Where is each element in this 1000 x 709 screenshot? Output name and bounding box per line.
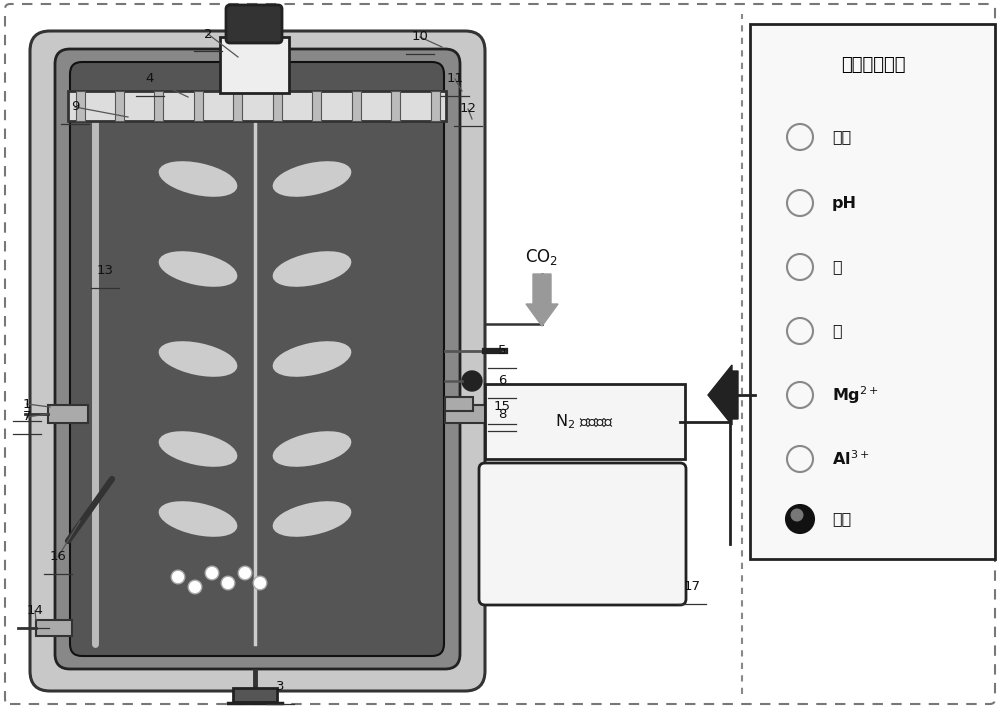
Circle shape <box>221 576 235 590</box>
Bar <box>312 91 321 121</box>
Text: 17: 17 <box>684 581 700 593</box>
Ellipse shape <box>274 502 350 536</box>
Bar <box>194 91 203 121</box>
Text: 15: 15 <box>493 401 510 413</box>
Circle shape <box>205 566 219 580</box>
Bar <box>233 688 277 702</box>
Circle shape <box>171 570 185 584</box>
Bar <box>233 91 242 121</box>
Ellipse shape <box>274 162 350 196</box>
Ellipse shape <box>274 342 350 376</box>
Text: N$_2$ 和氨蒸汽: N$_2$ 和氨蒸汽 <box>555 412 615 431</box>
Text: 碱: 碱 <box>832 323 842 338</box>
Text: 13: 13 <box>96 264 114 277</box>
Text: 7: 7 <box>23 411 31 423</box>
Text: 4: 4 <box>146 72 154 86</box>
Text: 1: 1 <box>23 398 31 411</box>
Bar <box>36 620 72 636</box>
FancyBboxPatch shape <box>226 5 282 43</box>
Ellipse shape <box>160 342 236 376</box>
Text: 5: 5 <box>498 345 506 357</box>
FancyArrow shape <box>708 365 738 425</box>
Bar <box>430 91 440 121</box>
Ellipse shape <box>160 162 236 196</box>
FancyBboxPatch shape <box>220 37 289 93</box>
Text: CO$_2$: CO$_2$ <box>525 247 559 267</box>
Bar <box>445 397 473 411</box>
Ellipse shape <box>160 502 236 536</box>
Text: 12: 12 <box>460 103 477 116</box>
Ellipse shape <box>160 432 236 466</box>
Bar <box>391 91 400 121</box>
Circle shape <box>253 576 267 590</box>
Text: 6: 6 <box>498 374 506 388</box>
FancyArrow shape <box>526 274 558 326</box>
Text: Mg$^{2+}$: Mg$^{2+}$ <box>832 384 879 406</box>
Text: 9: 9 <box>71 101 79 113</box>
Text: Al$^{3+}$: Al$^{3+}$ <box>832 450 869 469</box>
Ellipse shape <box>274 432 350 466</box>
FancyBboxPatch shape <box>68 91 446 121</box>
Text: 14: 14 <box>27 605 43 618</box>
Circle shape <box>238 566 252 580</box>
FancyBboxPatch shape <box>485 384 685 459</box>
Circle shape <box>791 509 803 521</box>
FancyBboxPatch shape <box>30 31 485 691</box>
Bar <box>352 91 361 121</box>
Text: 温度: 温度 <box>832 130 851 145</box>
Ellipse shape <box>160 252 236 286</box>
FancyBboxPatch shape <box>750 24 995 559</box>
Circle shape <box>786 505 814 533</box>
Bar <box>76 91 84 121</box>
Bar <box>445 405 485 423</box>
Bar <box>273 91 282 121</box>
Circle shape <box>462 371 482 391</box>
Ellipse shape <box>274 252 350 286</box>
FancyBboxPatch shape <box>70 62 444 656</box>
Text: 3: 3 <box>276 681 284 693</box>
FancyBboxPatch shape <box>479 463 686 605</box>
Text: 11: 11 <box>446 72 464 86</box>
Text: 酸: 酸 <box>832 259 842 274</box>
Text: pH: pH <box>832 196 857 211</box>
Circle shape <box>188 580 202 594</box>
Text: 16: 16 <box>50 550 66 564</box>
Bar <box>115 91 124 121</box>
Text: 自动控制程序: 自动控制程序 <box>841 56 905 74</box>
Text: 8: 8 <box>498 408 506 420</box>
Text: 搅拌: 搅拌 <box>832 511 851 527</box>
Text: 2: 2 <box>204 28 212 40</box>
Bar <box>48 405 88 423</box>
FancyBboxPatch shape <box>55 49 460 669</box>
Bar <box>154 91 163 121</box>
Text: 10: 10 <box>412 30 428 43</box>
